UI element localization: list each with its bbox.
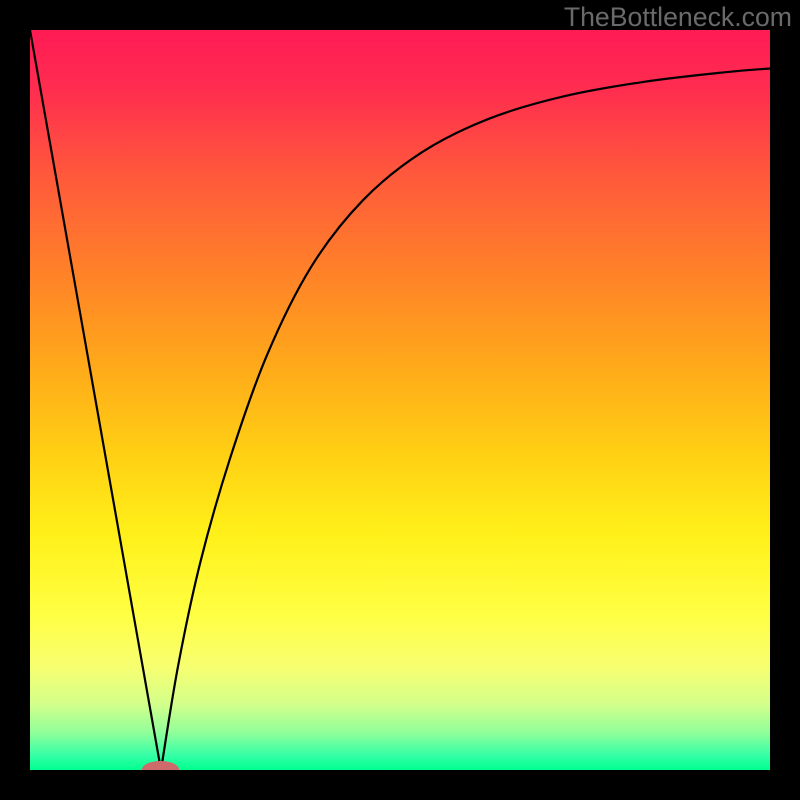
curve-path bbox=[30, 30, 770, 770]
watermark-text: TheBottleneck.com bbox=[564, 2, 792, 33]
bottleneck-curve bbox=[30, 30, 770, 770]
optimal-point-marker bbox=[142, 761, 179, 770]
plot-area bbox=[30, 30, 770, 770]
